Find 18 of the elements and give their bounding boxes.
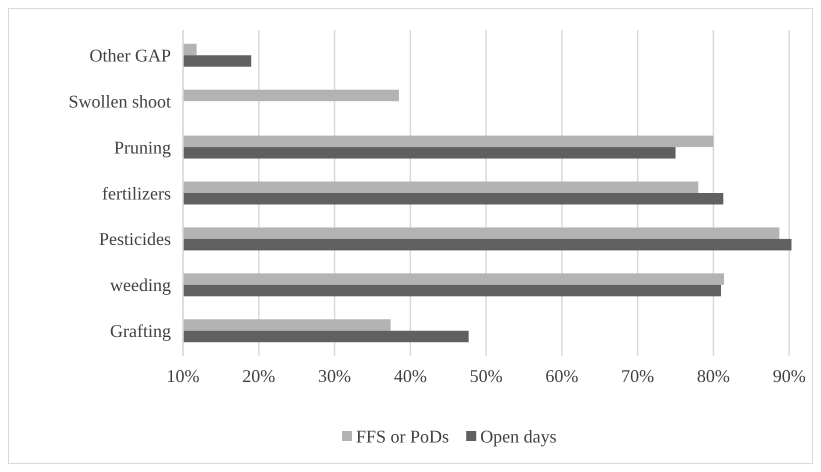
x-tick-label: 80% [696, 366, 730, 386]
y-tick-label: Pesticides [99, 229, 171, 250]
x-tick-label: 10% [166, 366, 200, 386]
legend-label: Open days [480, 426, 557, 446]
x-tick-label: 90% [772, 366, 806, 386]
y-tick-label: fertilizers [102, 183, 171, 204]
x-tick-label: 30% [318, 366, 352, 386]
y-tick-label: weeding [110, 275, 171, 296]
x-tick-label: 50% [470, 366, 503, 386]
x-tick-label: 70% [621, 366, 654, 386]
y-tick-label: Swollen shoot [68, 91, 171, 112]
y-tick-label: Grafting [110, 321, 171, 342]
y-tick-label: Pruning [114, 137, 171, 158]
y-tick-label: Other GAP [90, 46, 171, 66]
legend-label: FFS or PoDs [356, 426, 450, 446]
x-tick-label: 40% [394, 366, 427, 386]
x-tick-label: 60% [545, 366, 578, 386]
x-tick-label: 20% [242, 366, 276, 386]
